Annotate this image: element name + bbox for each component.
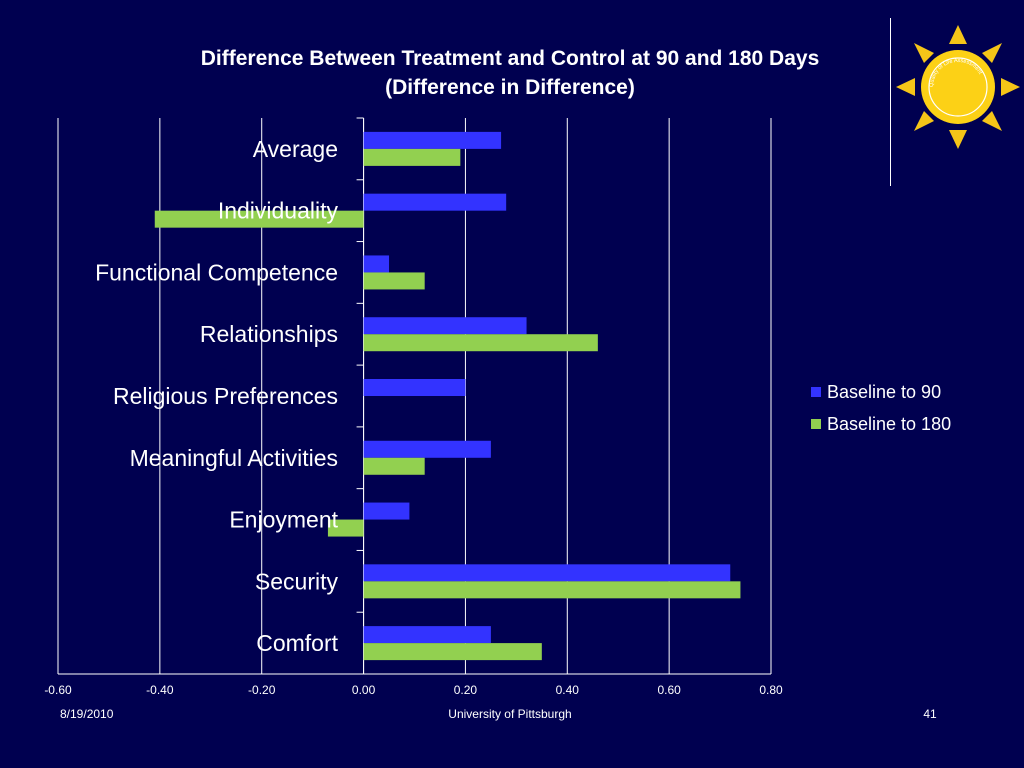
bar-baseline-180	[363, 334, 598, 352]
footer-institution: University of Pittsburgh	[448, 707, 572, 721]
bar-baseline-180	[363, 457, 425, 475]
x-tick-label: -0.60	[44, 683, 72, 697]
category-label: Religious Preferences	[113, 383, 338, 409]
chart-title: Difference Between Treatment and Control…	[120, 44, 900, 102]
chart-legend: Baseline to 90 Baseline to 180	[811, 376, 951, 440]
sun-disc	[921, 50, 995, 124]
category-label: Functional Competence	[95, 259, 338, 285]
bar-baseline-180	[363, 272, 425, 290]
chart-subtitle: (Difference in Difference)	[385, 76, 635, 99]
legend-label-baseline-180: Baseline to 180	[827, 414, 952, 434]
x-tick-label: 0.20	[454, 683, 478, 697]
x-tick-label: 0.40	[556, 683, 580, 697]
category-label: Enjoyment	[229, 507, 338, 533]
category-label: Relationships	[200, 321, 338, 347]
sun-icon: Quality of Life Assessment	[896, 25, 1020, 149]
bar-baseline-180	[363, 643, 542, 661]
header-divider	[890, 18, 891, 186]
legend-swatch-baseline-90	[811, 387, 821, 397]
bar-baseline-90	[363, 564, 731, 582]
legend-label-baseline-90: Baseline to 90	[827, 382, 942, 402]
x-tick-label: 0.80	[759, 683, 783, 697]
bar-baseline-180	[327, 519, 364, 537]
bar-baseline-180	[154, 210, 364, 228]
x-tick-label: 0.00	[352, 683, 376, 697]
category-label: Comfort	[256, 630, 338, 656]
legend-item-baseline-180: Baseline to 180	[811, 408, 951, 440]
category-label: Security	[255, 568, 339, 594]
bar-baseline-90	[363, 502, 410, 520]
footer-page-number: 41	[923, 707, 937, 721]
category-label: Meaningful Activities	[130, 445, 338, 471]
category-label: Average	[253, 136, 338, 162]
legend-item-baseline-90: Baseline to 90	[811, 376, 951, 408]
legend-swatch-baseline-180	[811, 419, 821, 429]
bar-baseline-90	[363, 379, 466, 396]
bar-baseline-180	[363, 148, 461, 166]
bar-baseline-90	[363, 131, 502, 149]
x-tick-label: -0.20	[248, 683, 276, 697]
bar-baseline-90	[363, 317, 527, 335]
bar-baseline-180	[363, 581, 741, 599]
footer-date: 8/19/2010	[60, 707, 114, 721]
sun-ring	[928, 57, 988, 117]
category-label: Individuality	[218, 198, 339, 224]
bar-baseline-90	[363, 440, 491, 458]
bar-baseline-90	[363, 255, 390, 273]
sun-rays	[896, 25, 1020, 149]
x-tick-label: -0.40	[146, 683, 174, 697]
bar-baseline-90	[363, 626, 491, 644]
x-tick-label: 0.60	[657, 683, 681, 697]
bar-baseline-90	[363, 193, 507, 211]
chart-title-line1: Difference Between Treatment and Control…	[200, 47, 820, 70]
